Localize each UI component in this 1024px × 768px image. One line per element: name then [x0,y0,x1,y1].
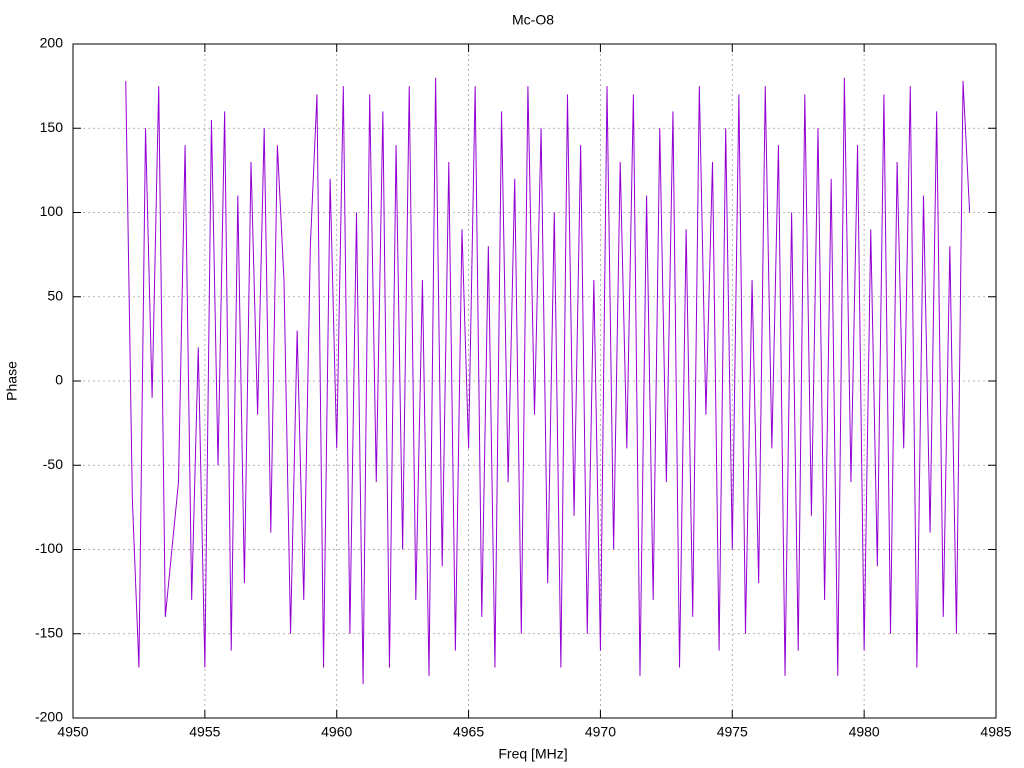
y-tick-label: -150 [35,624,63,640]
y-tick-label: -100 [35,540,63,556]
y-axis-label: Phase [4,361,20,401]
x-tick-label: 4985 [980,724,1011,740]
x-axis-label: Freq [MHz] [498,746,567,762]
x-tick-label: 4965 [453,724,484,740]
y-tick-label: 0 [55,372,63,388]
y-tick-label: -200 [35,709,63,725]
x-tick-label: 4960 [321,724,352,740]
y-tick-label: 150 [40,119,64,135]
plot-frame [72,43,997,719]
data-line [125,77,971,685]
y-tick-label: -50 [43,456,63,472]
x-tick-label: 4980 [849,724,880,740]
x-tick-label: 4955 [189,724,220,740]
x-tick-label: 4975 [717,724,748,740]
y-tick-label: 50 [47,287,63,303]
x-tick-label: 4950 [57,724,88,740]
y-tick-label: 200 [40,35,64,51]
y-tick-label: 100 [40,203,64,219]
plot-layer: -200 -150 -100 -50 0 50 100 150 200 4950 4955 4960 4… [35,35,1012,740]
chart-title: Mc-O8 [512,12,554,28]
x-tick-label: 4970 [585,724,616,740]
